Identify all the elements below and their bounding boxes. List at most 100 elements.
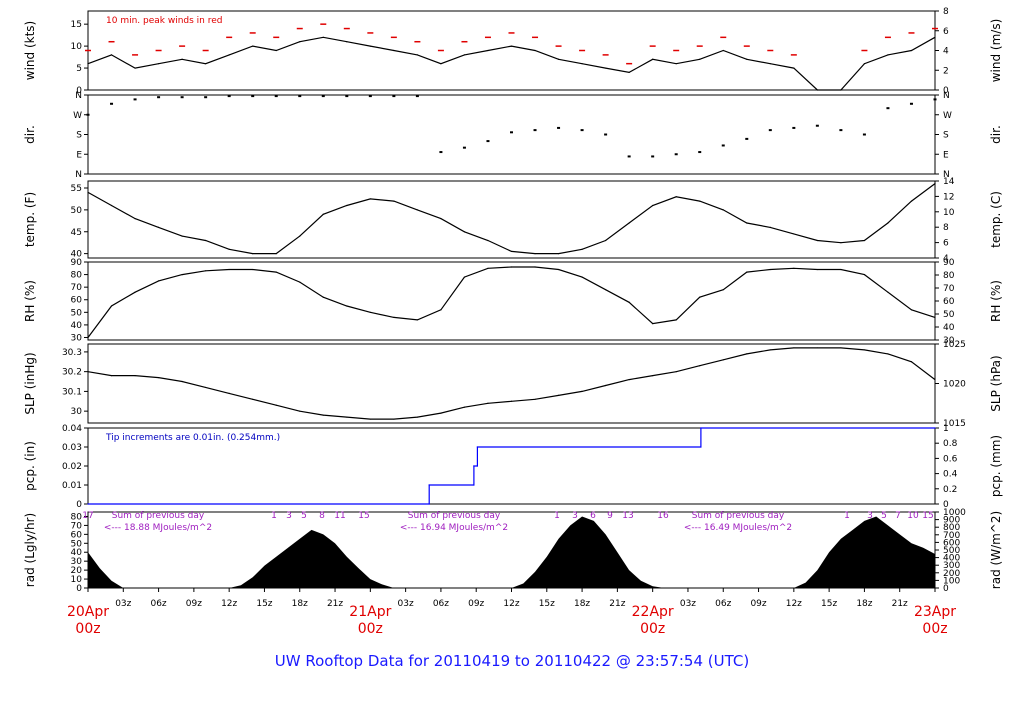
temperature-point — [252, 253, 254, 255]
x-tick-label: 15z — [256, 599, 272, 609]
y-tick-label-right: 200 — [943, 569, 960, 579]
direction-point — [557, 126, 561, 129]
temperature-point — [863, 239, 866, 242]
y-tick-label-right: 800 — [943, 523, 960, 533]
radiation-hour-label: 9 — [607, 511, 613, 521]
x-tick-label: 09z — [750, 599, 766, 609]
precipitation-point — [934, 427, 936, 429]
relative-humidity-point — [510, 266, 513, 268]
precipitation-point — [476, 446, 478, 448]
temperature-line — [87, 183, 936, 255]
direction-point — [580, 129, 584, 132]
y-tick-label-right: 90 — [943, 258, 955, 268]
wind-line — [87, 36, 936, 91]
direction-point — [415, 95, 419, 98]
y-tick-label-right: 1025 — [943, 340, 966, 350]
x-tick-label: 18z — [292, 599, 308, 609]
temperature-point — [487, 239, 489, 242]
temperature-point — [628, 222, 630, 224]
direction-point — [321, 95, 325, 98]
direction-point — [133, 98, 137, 101]
radiation-hour-label: 3 — [286, 511, 292, 521]
temperature-point — [440, 218, 442, 220]
wind-point — [887, 54, 889, 56]
temperature-point — [87, 191, 89, 193]
relative-humidity-point — [275, 271, 277, 273]
y-tick-label: 50 — [71, 308, 83, 318]
wind-point — [840, 89, 842, 91]
wind-point — [252, 45, 254, 47]
panel-precipitation: pcp. (in) pcp. (mm) 0 0.01 0.02 0.03 0.04 0 0.2 0… — [23, 424, 1003, 510]
panel-solar-radiation: rad (Lgly/hr) rad (W/m^2)0102030405060708… — [23, 508, 1003, 594]
wind-point — [605, 67, 607, 69]
relative-humidity-point — [228, 268, 230, 271]
y-tick-label: 50 — [71, 206, 83, 216]
panel-frame — [87, 511, 936, 589]
relative-humidity-point — [863, 273, 866, 276]
sea-level-pressure-point — [840, 347, 842, 349]
y-tick-label-right: 4 — [943, 254, 949, 264]
y-tick-label: 0.03 — [62, 443, 82, 453]
direction-point — [110, 102, 114, 105]
y-tick-label-right: 300 — [943, 561, 960, 571]
x-tick-label: 18z — [856, 599, 872, 609]
panel-wind: wind (kts) wind (m/s) 0 5 10 15 0 2 4 6 8 10 min. p… — [23, 7, 1003, 96]
panel-sea-level-pressure: SLP (inHg) SLP (hPa) 30 30.1 30.2 30.3 1015 102… — [23, 340, 1003, 429]
relative-humidity-point — [628, 301, 630, 303]
sea-level-pressure-point — [157, 376, 160, 379]
relative-humidity-point — [252, 268, 254, 271]
sea-level-pressure-point — [440, 412, 442, 414]
sea-level-pressure-point — [887, 353, 889, 355]
sea-level-pressure-point — [910, 361, 913, 363]
sea-level-pressure-point — [675, 371, 677, 373]
radiation-hour-label: 5 — [881, 511, 887, 521]
sea-level-pressure-point — [346, 416, 348, 418]
sea-level-pressure-point — [393, 418, 395, 420]
temperature-point — [840, 242, 842, 244]
x-day-time-label: 00z — [922, 621, 947, 637]
relative-humidity-point — [134, 291, 136, 293]
y-tick-label: W — [73, 111, 82, 121]
temperature-point — [793, 233, 795, 235]
y-tick-label: 0.01 — [62, 481, 82, 491]
temperature-point — [181, 235, 183, 237]
sea-level-pressure-point — [534, 398, 536, 400]
x-tick-label: 09z — [468, 599, 484, 609]
relative-humidity-point — [110, 305, 113, 307]
y-tick-label: 0 — [76, 584, 82, 594]
y-axis-label-right: pcp. (mm) — [989, 435, 1003, 497]
y-tick-label: 45 — [71, 228, 82, 238]
relative-humidity-line — [87, 266, 936, 338]
y-tick-label: 30.1 — [62, 387, 82, 397]
y-tick-label-right: S — [943, 131, 949, 141]
sea-level-pressure-point — [722, 359, 724, 361]
direction-point — [839, 129, 843, 132]
sea-level-pressure-point — [322, 414, 324, 416]
sea-level-pressure-point — [863, 349, 866, 351]
relative-humidity-point — [746, 271, 748, 273]
temperature-point — [393, 200, 395, 202]
radiation-hour-label: 11 — [334, 511, 345, 521]
temperature-point — [299, 235, 301, 237]
temperature-point — [369, 198, 371, 200]
relative-humidity-point — [393, 316, 395, 318]
wind-point — [228, 54, 230, 56]
temperature-point — [205, 239, 207, 242]
sea-level-pressure-point — [699, 365, 701, 367]
direction-point — [533, 129, 537, 132]
wind-point — [628, 71, 630, 74]
y-tick-label: 30.3 — [62, 348, 82, 358]
x-tick-label: 03z — [680, 599, 696, 609]
sea-level-pressure-line — [87, 347, 936, 420]
wind-point — [393, 49, 395, 52]
y-tick-label: 40 — [71, 250, 83, 260]
sea-level-pressure-point — [793, 347, 795, 349]
relative-humidity-point — [605, 289, 607, 291]
y-tick-label: 20 — [71, 566, 83, 576]
wind-point — [746, 58, 748, 60]
y-tick-label-right: E — [943, 150, 949, 160]
radiation-hour-label: 16 — [657, 511, 669, 521]
y-tick-label-right: 1020 — [943, 380, 966, 390]
direction-point — [674, 153, 678, 156]
y-tick-label-right: 900 — [943, 516, 960, 526]
